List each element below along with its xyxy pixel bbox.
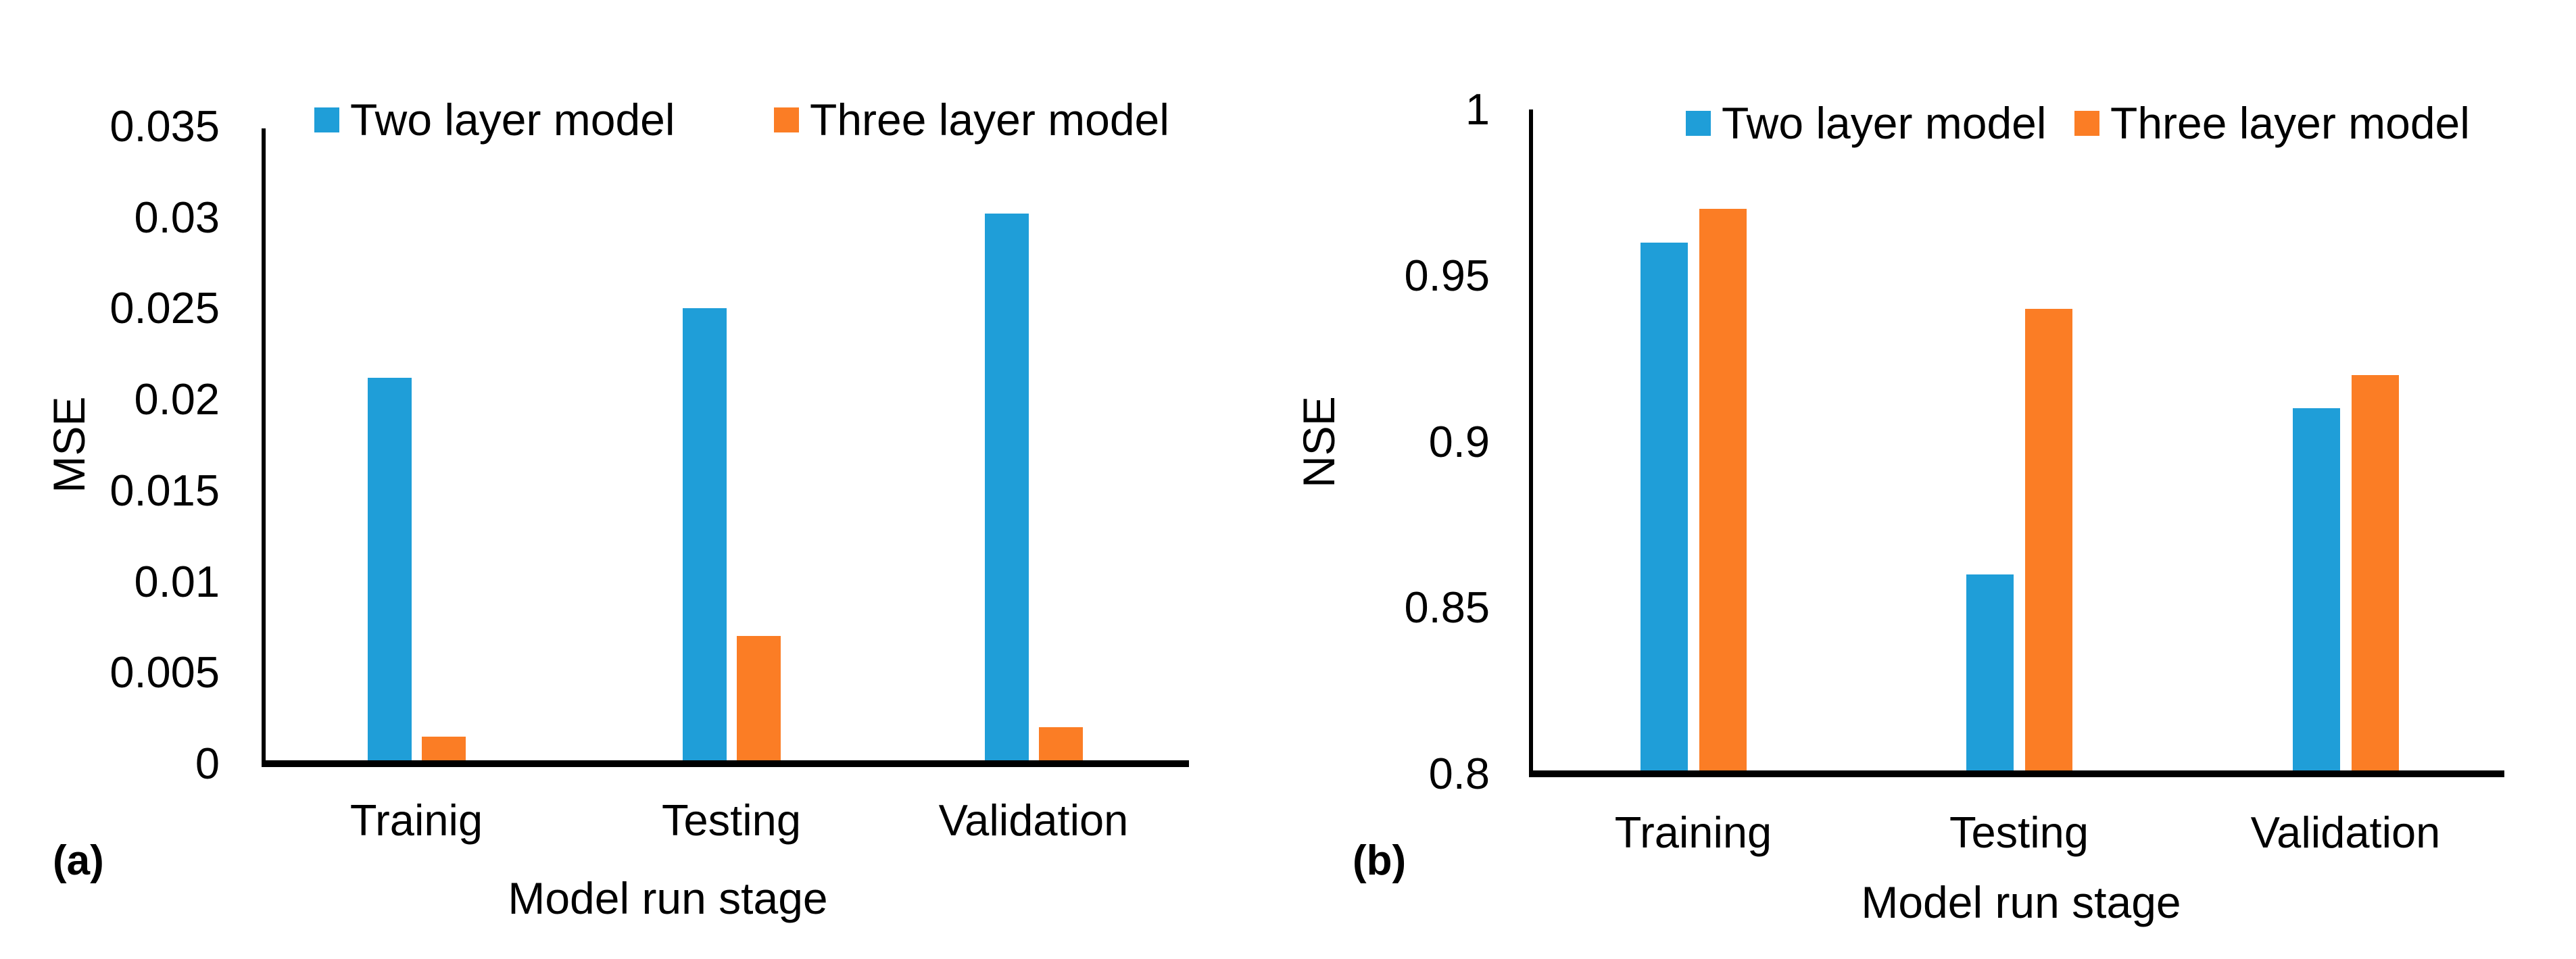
legend-label-three-layer: Three layer model [810, 95, 1169, 145]
legend-label-two-layer: Two layer model [350, 95, 675, 145]
x-axis-title: Model run stage [508, 873, 828, 923]
y-tick-label: 1 [1465, 84, 1490, 134]
panel-label: (b) [1353, 837, 1407, 884]
panel-label: (a) [53, 837, 104, 884]
bar-two-layer-testing [683, 308, 727, 760]
y-tick-label: 0.005 [110, 647, 220, 697]
y-tick-label: 0.85 [1404, 583, 1490, 632]
legend-label-three-layer: Three layer model [2110, 98, 2470, 148]
x-tick-label: Training [1614, 808, 1772, 857]
two-layer-swatch-icon [1686, 110, 1711, 136]
bar-three-layer-training [1699, 209, 1747, 770]
x-axis-line [262, 760, 1189, 767]
bar-two-layer-validation [2293, 408, 2340, 770]
y-tick-label: 0 [195, 739, 220, 788]
x-tick-label: Testing [1949, 808, 2089, 857]
y-axis-line [262, 128, 266, 767]
bar-two-layer-training [1641, 243, 1688, 770]
bar-three-layer-validation [2352, 375, 2399, 770]
y-tick-label: 0.01 [134, 557, 220, 606]
three-layer-swatch-icon [774, 107, 799, 132]
legend-item-three-layer: Three layer model [2074, 98, 2470, 148]
x-axis-line [1529, 770, 2504, 777]
y-tick-label: 0.035 [110, 101, 220, 151]
x-tick-label: Testing [662, 795, 801, 845]
bar-two-layer-validation [985, 214, 1029, 760]
bar-three-layer-testing [737, 636, 781, 760]
chart-panel-b: Two layer model Three layer model NSE Mo… [1288, 0, 2576, 959]
y-tick-label: 0.02 [134, 374, 220, 424]
bar-three-layer-validation [1039, 727, 1083, 760]
bar-three-layer-testing [2025, 309, 2072, 770]
y-axis-line [1529, 109, 1533, 777]
y-tick-label: 0.015 [110, 466, 220, 515]
bar-three-layer-trainig [422, 737, 466, 760]
legend-label-two-layer: Two layer model [1722, 98, 2047, 148]
three-layer-swatch-icon [2074, 110, 2099, 136]
legend-item-three-layer: Three layer model [774, 95, 1169, 145]
x-tick-label: Trainig [349, 795, 483, 845]
x-tick-label: Validation [938, 795, 1129, 845]
legend-item-two-layer: Two layer model [314, 95, 675, 145]
x-axis-title: Model run stage [1861, 877, 2181, 927]
y-tick-label: 0.025 [110, 283, 220, 333]
y-tick-label: 0.9 [1428, 417, 1490, 466]
x-tick-label: Validation [2250, 808, 2441, 857]
chart-panel-a: Two layer model Three layer model MSE Mo… [44, 95, 1189, 923]
bar-two-layer-testing [1966, 574, 2014, 770]
y-tick-label: 0.8 [1428, 749, 1490, 798]
y-tick-label: 0.95 [1404, 251, 1490, 300]
legend-item-two-layer: Two layer model [1686, 98, 2047, 148]
two-layer-swatch-icon [314, 107, 339, 132]
bar-two-layer-trainig [368, 378, 412, 760]
y-tick-label: 0.03 [134, 193, 220, 242]
